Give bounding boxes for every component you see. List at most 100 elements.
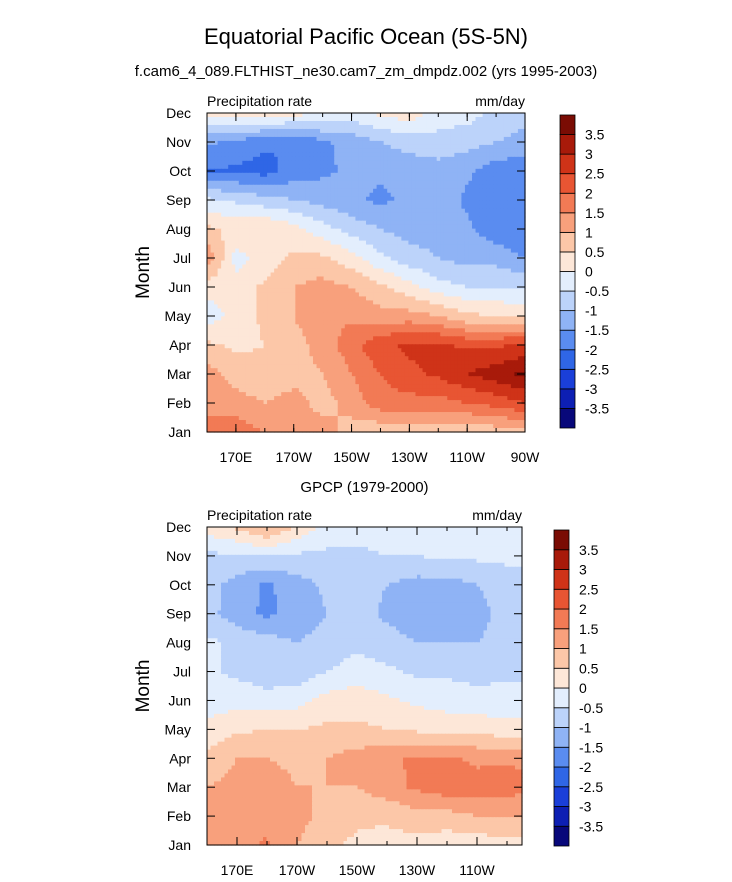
heatmap-cell — [397, 304, 402, 309]
heatmap-cell — [510, 132, 515, 138]
heatmap-cell — [426, 272, 431, 278]
heatmap-cell — [341, 228, 346, 234]
heatmap-cell — [291, 156, 296, 162]
heatmap-cell — [383, 264, 388, 270]
heatmap-cell — [457, 200, 462, 206]
heatmap-cell — [493, 113, 498, 118]
heatmap-cell — [415, 200, 420, 206]
heatmap-cell — [277, 113, 282, 118]
heatmap-cell — [510, 188, 515, 194]
heatmap-cell — [380, 180, 385, 186]
heatmap-cell — [277, 292, 282, 298]
heatmap-cell — [256, 136, 261, 142]
heatmap-cell — [330, 140, 335, 146]
heatmap-cell — [426, 236, 431, 242]
heatmap-cell — [337, 224, 342, 230]
heatmap-cell — [334, 212, 339, 218]
heatmap-cell — [344, 240, 349, 246]
heatmap-cell — [390, 116, 395, 122]
heatmap-cell — [517, 188, 523, 194]
heatmap-cell — [238, 268, 243, 274]
heatmap-cell — [475, 113, 480, 118]
heatmap-cell — [376, 220, 381, 226]
heatmap-cell — [267, 248, 272, 254]
heatmap-cell — [366, 288, 371, 294]
heatmap-cell — [443, 248, 448, 254]
heatmap-cell — [507, 232, 512, 238]
heatmap-cell — [401, 320, 406, 325]
heatmap-cell — [369, 224, 374, 230]
heatmap-cell — [415, 228, 420, 234]
heatmap-cell — [373, 296, 378, 302]
heatmap-cell — [366, 316, 371, 321]
heatmap-cell — [419, 268, 424, 274]
heatmap-cell — [422, 216, 427, 222]
heatmap-cell — [351, 320, 356, 325]
heatmap-cell — [450, 292, 455, 298]
heatmap-cell — [256, 260, 261, 266]
heatmap-cell — [493, 276, 498, 282]
heatmap-cell — [291, 316, 296, 321]
heatmap-cell — [394, 224, 399, 230]
heatmap-cell — [510, 272, 515, 278]
heatmap-cell — [426, 216, 431, 222]
heatmap-cell — [489, 116, 494, 122]
heatmap-cell — [387, 272, 392, 278]
heatmap-cell — [479, 208, 484, 214]
heatmap-cell — [362, 240, 367, 246]
heatmap-cell — [383, 316, 388, 321]
heatmap-cell — [337, 113, 342, 118]
heatmap-cell — [348, 168, 353, 174]
heatmap-cell — [316, 172, 321, 178]
heatmap-cell — [330, 308, 335, 313]
heatmap-cell — [507, 196, 512, 202]
heatmap-cell — [401, 244, 406, 250]
heatmap-cell — [369, 216, 374, 222]
heatmap-cell — [496, 296, 501, 302]
heatmap-cell — [270, 272, 275, 278]
heatmap-cell — [397, 244, 402, 250]
heatmap-cell — [330, 148, 335, 154]
heatmap-cell — [302, 332, 307, 337]
heatmap-cell — [373, 236, 378, 242]
heatmap-cell — [390, 136, 395, 142]
heatmap-cell — [242, 232, 247, 238]
heatmap-cell — [207, 248, 212, 254]
heatmap-cell — [295, 128, 300, 134]
heatmap-cell — [263, 144, 268, 150]
heatmap-cell — [252, 252, 258, 258]
heatmap-cell — [472, 208, 477, 214]
heatmap-cell — [327, 252, 332, 258]
heatmap-cell — [305, 304, 311, 309]
heatmap-cell — [231, 320, 236, 325]
heatmap-cell — [263, 292, 268, 298]
heatmap-cell — [514, 200, 519, 206]
heatmap-cell — [242, 312, 247, 317]
heatmap-cell — [305, 284, 311, 290]
heatmap-cell — [242, 228, 247, 234]
heatmap-cell — [207, 184, 212, 190]
heatmap-cell — [422, 228, 427, 234]
heatmap-cell — [383, 280, 388, 286]
heatmap-cell — [464, 144, 470, 150]
heatmap-cell — [231, 136, 236, 142]
heatmap-cell — [302, 136, 307, 142]
heatmap-cell — [510, 328, 515, 333]
heatmap-cell — [277, 276, 282, 282]
heatmap-cell — [288, 113, 293, 118]
heatmap-cell — [401, 240, 406, 246]
heatmap-cell — [426, 312, 431, 317]
heatmap-cell — [510, 160, 515, 166]
heatmap-cell — [362, 220, 367, 226]
heatmap-cell — [486, 148, 491, 154]
heatmap-cell — [433, 184, 438, 190]
heatmap-cell — [397, 268, 402, 274]
heatmap-cell — [341, 248, 346, 254]
heatmap-cell — [436, 216, 441, 222]
heatmap-cell — [429, 132, 434, 138]
heatmap-cell — [320, 284, 325, 290]
heatmap-cell — [366, 116, 371, 122]
heatmap-cell — [443, 316, 448, 321]
heatmap-cell — [503, 152, 508, 158]
heatmap-cell — [373, 328, 378, 333]
